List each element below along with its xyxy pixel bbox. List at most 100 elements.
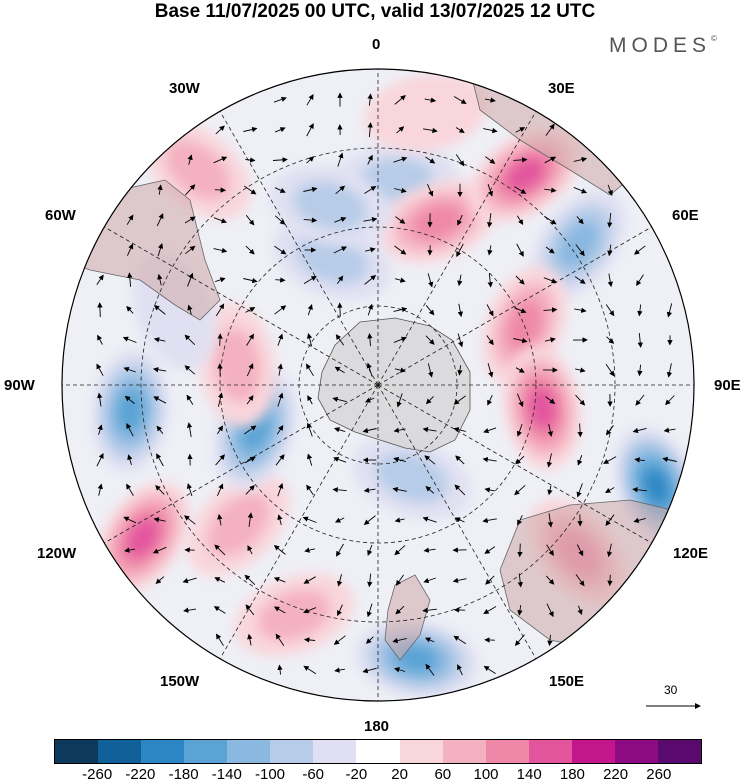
wind-vector bbox=[487, 213, 493, 228]
wind-vector bbox=[243, 277, 258, 284]
wind-vector bbox=[543, 307, 558, 313]
colorbar-cell bbox=[313, 740, 357, 763]
lon-label-150w: 150W bbox=[160, 673, 200, 690]
wind-vector bbox=[544, 156, 557, 164]
wind-vector bbox=[573, 186, 588, 194]
wind-vector bbox=[246, 363, 254, 377]
wind-vector bbox=[635, 394, 645, 406]
wind-vector bbox=[487, 184, 494, 197]
wind-vector bbox=[547, 423, 553, 437]
wind-vector bbox=[484, 546, 496, 554]
wind-vector bbox=[153, 337, 166, 343]
wind-vector bbox=[306, 453, 313, 466]
brand-name: MODES bbox=[609, 34, 712, 57]
wind-vector bbox=[277, 333, 284, 346]
wind-vector bbox=[216, 633, 224, 646]
wind-vector bbox=[364, 186, 377, 194]
colorbar-tick-label: -180 bbox=[168, 766, 199, 783]
wind-vector bbox=[184, 334, 196, 346]
wind-vector bbox=[247, 633, 253, 646]
wind-vector bbox=[337, 152, 344, 167]
wind-vector bbox=[515, 275, 525, 285]
wind-vector bbox=[306, 94, 314, 106]
wind-vector bbox=[214, 544, 226, 556]
colorbar-cell bbox=[141, 740, 185, 763]
wind-vector bbox=[215, 125, 225, 135]
wind-vector bbox=[124, 547, 136, 553]
colorbar-tick-label: -100 bbox=[254, 766, 286, 783]
wind-vector bbox=[546, 544, 554, 556]
wind-vector bbox=[453, 427, 466, 433]
lon-label-60w: 60W bbox=[45, 207, 76, 224]
wind-vector bbox=[605, 364, 615, 377]
wind-vector bbox=[246, 333, 254, 346]
wind-vector bbox=[364, 397, 375, 403]
colorbar-cell bbox=[657, 740, 701, 763]
meridian-line bbox=[104, 226, 379, 386]
wind-vector bbox=[152, 367, 167, 373]
colorbar-labels: -260 -220 -180 -140 -100 -60 -20 20 60 100 140 180 2… bbox=[0, 766, 750, 783]
wind-vector bbox=[244, 456, 256, 464]
wind-vector bbox=[183, 607, 197, 613]
wind-vector bbox=[423, 547, 436, 553]
wind-vector bbox=[425, 335, 435, 345]
wind-vector bbox=[247, 512, 254, 527]
colorbar-cell bbox=[614, 740, 658, 763]
wind-vector bbox=[514, 307, 527, 314]
wind-vector bbox=[574, 276, 586, 284]
wind-vector bbox=[485, 156, 496, 164]
wind-vector bbox=[333, 635, 346, 645]
wind-vector bbox=[96, 363, 104, 376]
wind-vector bbox=[517, 543, 523, 558]
wind-vector bbox=[394, 517, 405, 523]
lon-label-120w: 120W bbox=[37, 545, 77, 562]
wind-vector bbox=[633, 245, 646, 255]
wind-vector bbox=[155, 484, 165, 495]
lon-label-30w: 30W bbox=[169, 80, 200, 97]
wind-vector bbox=[243, 126, 258, 133]
wind-vector bbox=[666, 363, 673, 378]
wind-vector bbox=[245, 157, 256, 163]
wind-vector bbox=[334, 427, 346, 433]
wind-vector bbox=[394, 545, 406, 556]
wind-vector bbox=[97, 392, 103, 407]
wind-vector bbox=[335, 334, 345, 346]
colorbar-cell bbox=[528, 740, 572, 763]
colorbar bbox=[54, 739, 702, 764]
colorbar-cell bbox=[442, 740, 486, 763]
wind-vector bbox=[157, 243, 164, 257]
wind-vector bbox=[393, 156, 408, 163]
positive-anomaly-contour bbox=[127, 519, 159, 557]
wind-vector bbox=[425, 663, 435, 676]
map-border bbox=[61, 68, 695, 702]
wind-vector bbox=[277, 363, 283, 376]
colorbar-tick-label: 220 bbox=[603, 766, 629, 783]
wind-vector bbox=[603, 456, 617, 464]
wind-vector bbox=[213, 217, 227, 224]
wind-vector bbox=[396, 126, 405, 134]
wind-vector bbox=[155, 576, 165, 585]
wind-vector bbox=[303, 186, 318, 193]
colorbar-cell bbox=[270, 740, 314, 763]
wind-vector bbox=[333, 246, 348, 254]
wind-vector bbox=[483, 665, 496, 674]
wind-vector bbox=[637, 364, 643, 377]
wind-vector bbox=[452, 577, 467, 584]
wind-vector bbox=[393, 306, 408, 313]
positive-anomaly-contour bbox=[207, 493, 270, 556]
wind-vector bbox=[362, 427, 377, 434]
wind-vector bbox=[577, 455, 583, 466]
wind-vector bbox=[153, 517, 166, 523]
wind-vector bbox=[367, 333, 373, 347]
wind-vector bbox=[457, 333, 464, 348]
wind-vector bbox=[455, 455, 465, 465]
wind-vector bbox=[126, 305, 134, 314]
wind-vector bbox=[544, 337, 556, 343]
wind-vector bbox=[636, 274, 644, 287]
wind-vector bbox=[394, 245, 407, 255]
wind-vector bbox=[607, 574, 613, 587]
wind-vector bbox=[423, 577, 436, 584]
colorbar-tick-label: 180 bbox=[559, 766, 585, 783]
wind-vector bbox=[455, 154, 465, 167]
colorbar-tick-label: 100 bbox=[473, 766, 499, 783]
